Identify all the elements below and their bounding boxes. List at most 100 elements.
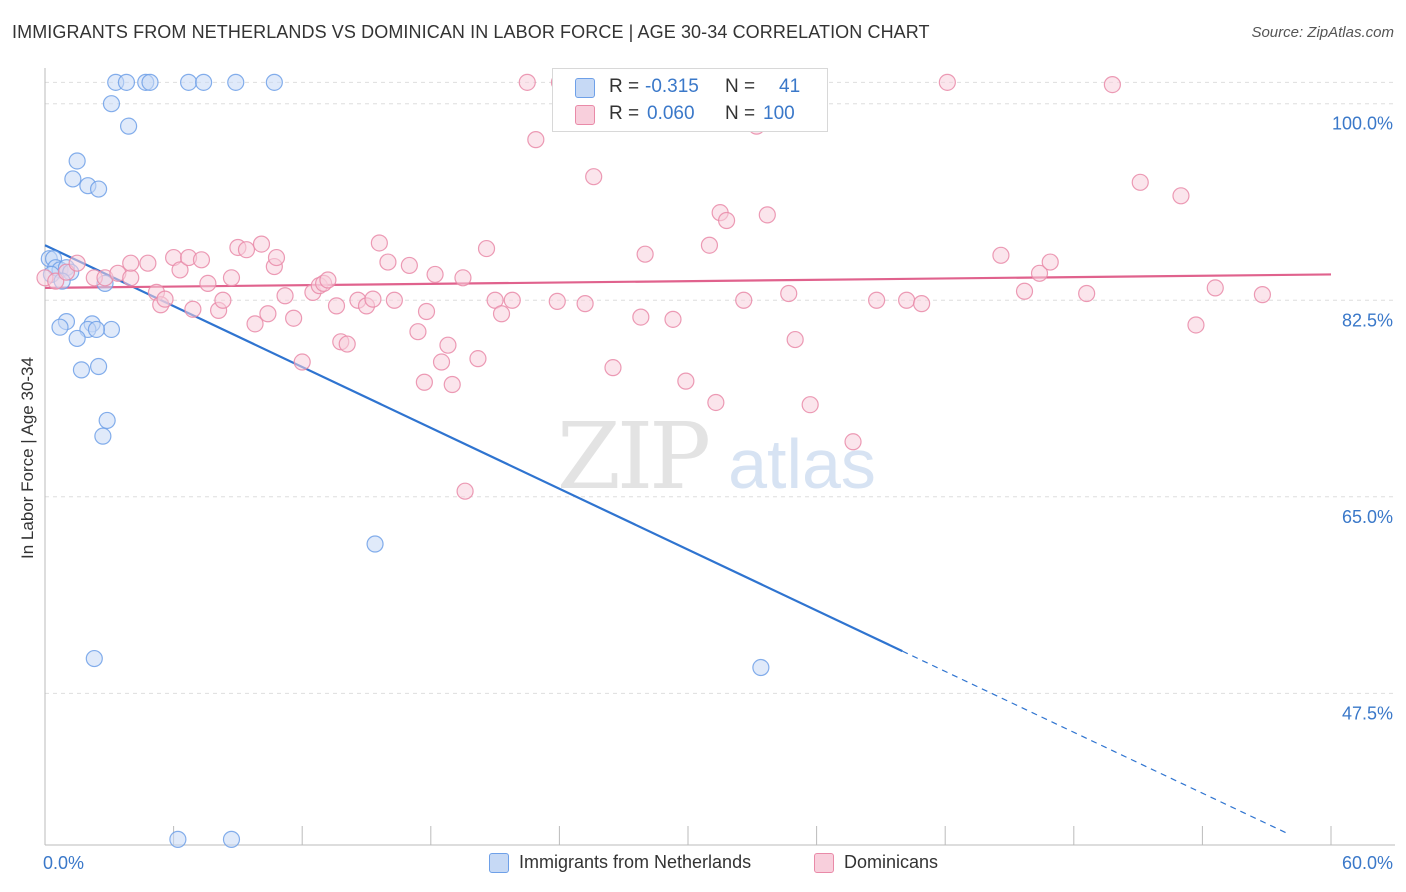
dominican-point (199, 274, 217, 293)
y-tick-label: 100.0% (1332, 114, 1393, 134)
r-value: -0.315 (645, 76, 699, 97)
dominican-point (677, 372, 695, 390)
netherlands-point (68, 329, 86, 348)
netherlands-point (169, 830, 187, 848)
dominican-point (1041, 253, 1059, 271)
dominican-point (370, 234, 388, 252)
dominican-point (1187, 316, 1205, 334)
legend-item-dominicans[interactable]: Dominicans (814, 852, 938, 873)
dominican-point (222, 269, 241, 287)
dominican-point (477, 239, 496, 258)
dominican-point (246, 315, 264, 333)
dominican-point (636, 245, 654, 263)
dominican-point (492, 305, 511, 323)
netherlands-point (89, 357, 108, 376)
dominican-point (632, 308, 650, 326)
dominican-point (1206, 279, 1224, 297)
trend-lines (44, 244, 1332, 835)
netherlands-point (85, 649, 103, 668)
netherlands-point (117, 73, 136, 91)
dominican-point (1172, 187, 1190, 205)
dominican-point (604, 359, 622, 377)
dominican-point (122, 269, 140, 287)
dominican-point (237, 241, 256, 259)
dominican-point (252, 235, 271, 253)
dominican-point (1131, 173, 1149, 191)
dominican-point (664, 310, 682, 328)
dominican-point (293, 353, 311, 371)
grid-lines (45, 81, 1396, 694)
dominican-point (415, 373, 433, 391)
netherlands-point (366, 535, 384, 553)
axes (44, 68, 1395, 846)
dominican-point (801, 396, 819, 414)
dominican-point (379, 253, 397, 271)
x-tick-label: 0.0% (43, 853, 84, 873)
dominican-point (432, 353, 451, 371)
dominican-point (285, 309, 303, 327)
stats-legend: R = -0.315 N = 41 R = 0.060 N = 100 (552, 68, 828, 132)
dominican-point (1015, 282, 1034, 300)
netherlands-point (265, 73, 283, 91)
legend-swatch-netherlands (489, 852, 509, 873)
dominican-point (426, 265, 444, 284)
netherlands-point (89, 180, 108, 198)
dominican-point (456, 482, 474, 500)
dominican-point (469, 350, 487, 368)
legend-swatch-dominicans (814, 852, 834, 873)
x-tick-label: 60.0% (1342, 853, 1393, 873)
series-legend: Immigrants from Netherlands Dominicans (0, 852, 1406, 876)
netherlands-swatch (575, 78, 595, 98)
dominican-point (707, 393, 725, 412)
netherlands-point (51, 318, 69, 336)
dominican-point (259, 305, 277, 323)
n-label: N = (725, 103, 756, 124)
r-value: 0.060 (647, 103, 695, 124)
dominican-point (385, 291, 403, 309)
dominican-point (338, 335, 356, 353)
dominican-point (913, 295, 931, 313)
dominican-point (717, 211, 736, 230)
r-label: R = (609, 103, 640, 124)
dominican-point (400, 256, 418, 275)
dominican-point (417, 302, 436, 321)
dominican-point (319, 271, 337, 289)
dominican-point (454, 269, 472, 287)
dominican-point (527, 131, 545, 149)
y-axis-label: In Labor Force | Age 30-34 (18, 357, 37, 559)
dominican-point (156, 290, 174, 308)
y-tick-label: 82.5% (1342, 310, 1393, 330)
legend-item-netherlands[interactable]: Immigrants from Netherlands (489, 852, 751, 873)
dominican-point (327, 297, 346, 315)
dominican-point (503, 291, 521, 309)
dominican-point (364, 290, 382, 308)
y-tick-label: 47.5% (1342, 703, 1393, 723)
dominican-point (276, 287, 294, 305)
netherlands-point (222, 830, 241, 848)
r-label: R = (609, 76, 640, 97)
dominican-point (443, 375, 461, 394)
dominican-point (758, 206, 776, 224)
dominican-point (576, 295, 594, 313)
netherlands-point (227, 73, 245, 91)
dominican-point (548, 292, 566, 310)
dominicans-swatch (575, 105, 595, 125)
dominican-point (409, 323, 427, 341)
dominican-point (585, 168, 603, 186)
dominican-point (735, 291, 753, 309)
dominican-point (139, 254, 157, 272)
netherlands-point (102, 95, 121, 113)
source-label: Source: ZipAtlas.com (1251, 24, 1394, 41)
netherlands-point (87, 320, 106, 339)
dominican-point (184, 300, 202, 318)
dominican-point (780, 284, 798, 303)
watermark: ZIP atlas (557, 403, 876, 510)
dominican-point (122, 254, 140, 272)
netherlands-point (64, 170, 82, 188)
tick-labels: 47.5% 65.0% 82.5% 100.0% 0.0% 60.0% (43, 114, 1393, 873)
netherlands-point (195, 73, 213, 91)
data-points (36, 73, 1272, 848)
dominican-point (700, 236, 719, 254)
netherlands-point (752, 658, 770, 677)
dominican-point (938, 73, 956, 91)
